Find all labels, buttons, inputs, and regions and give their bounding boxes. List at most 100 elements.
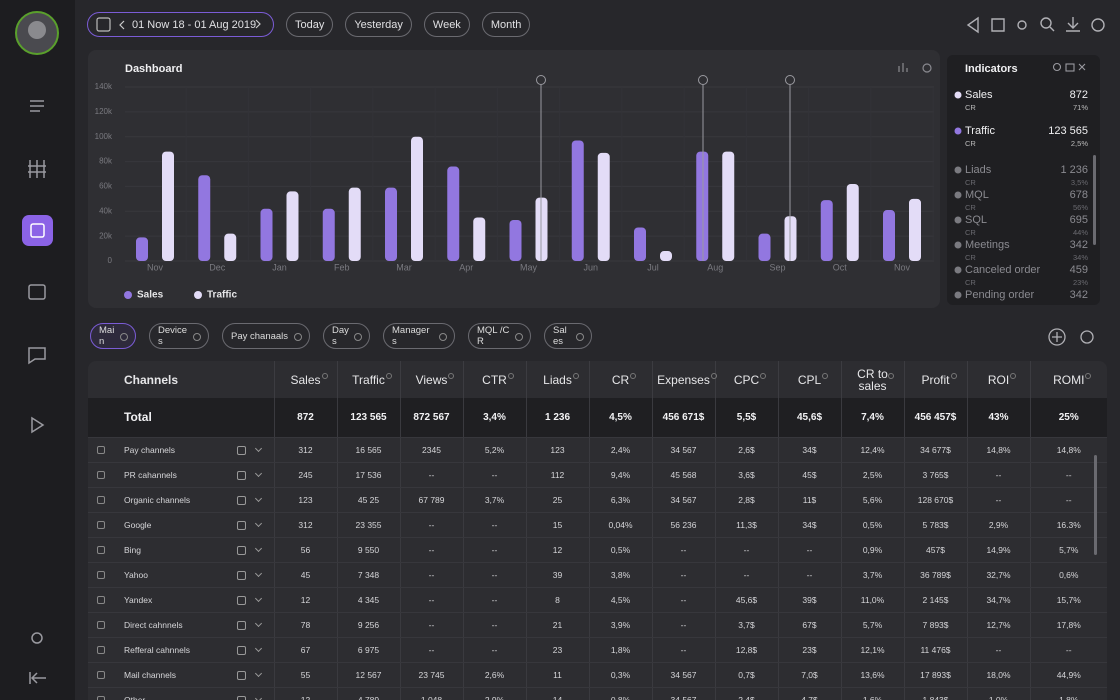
bar[interactable]: [722, 151, 735, 261]
column-header[interactable]: Channels: [124, 372, 179, 387]
search-icon[interactable]: [1040, 17, 1052, 29]
chat-icon[interactable]: [28, 347, 46, 365]
indicator-name[interactable]: Traffic: [965, 125, 995, 137]
column-header[interactable]: ROMI: [1029, 361, 1107, 398]
bar[interactable]: [198, 175, 211, 261]
annotation-icon[interactable]: [698, 75, 708, 85]
row-expand[interactable]: [254, 694, 263, 700]
chart-settings-icon[interactable]: [922, 63, 932, 73]
active-nav[interactable]: [22, 215, 53, 246]
bar[interactable]: [385, 187, 397, 261]
row-expand[interactable]: [254, 644, 263, 652]
bar[interactable]: [162, 151, 174, 261]
puzzle-icon[interactable]: [991, 18, 1005, 32]
column-header[interactable]: Sales: [273, 361, 337, 398]
indicator-name[interactable]: MQL: [965, 189, 989, 201]
tab[interactable]: Sales: [544, 323, 592, 349]
row-checkbox[interactable]: [237, 545, 246, 555]
bar[interactable]: [883, 210, 895, 261]
bar[interactable]: [260, 208, 273, 261]
table-row[interactable]: PR cahannels 245 17 536 -- -- 112 9,4% 45 568 3,…: [88, 462, 1107, 488]
bar[interactable]: [447, 166, 460, 261]
indicator-name[interactable]: Sales: [965, 89, 993, 101]
date-next[interactable]: [254, 19, 264, 31]
table-row[interactable]: Other 12 4 789 1 048 2,9% 14 0,8% 34 567 2,4$ 4,7…: [88, 687, 1107, 700]
bar[interactable]: [820, 200, 833, 261]
annotation-icon[interactable]: [785, 75, 795, 85]
period-button[interactable]: Week: [423, 12, 470, 37]
column-header[interactable]: Expenses: [651, 361, 718, 398]
table-row[interactable]: Refferal cahnnels 67 6 975 -- -- 23 1,8% -- 12,8…: [88, 637, 1107, 663]
tab-settings[interactable]: [1080, 330, 1094, 344]
bar[interactable]: [348, 187, 361, 261]
indicator-name[interactable]: Pending order: [965, 289, 1034, 301]
row-checkbox[interactable]: [237, 520, 246, 530]
column-header[interactable]: CR: [588, 361, 652, 398]
table-scrollbar[interactable]: [1094, 455, 1097, 555]
collapse-icon[interactable]: [29, 672, 46, 684]
chart-type-icon[interactable]: [898, 63, 908, 72]
play-icon[interactable]: [31, 416, 45, 434]
settings-icon[interactable]: [1091, 18, 1105, 32]
share-icon[interactable]: [1017, 20, 1027, 30]
legend-label[interactable]: Traffic: [207, 290, 237, 301]
bar[interactable]: [286, 191, 299, 261]
period-button[interactable]: Yesterday: [345, 12, 412, 37]
calendar-icon[interactable]: [28, 284, 46, 300]
tab[interactable]: Managers: [383, 323, 455, 349]
indicator-name[interactable]: Canceled order: [965, 264, 1041, 276]
tab[interactable]: Days: [323, 323, 370, 349]
close-icon[interactable]: [1078, 63, 1086, 71]
bar[interactable]: [224, 233, 237, 261]
indicator-name[interactable]: Liads: [965, 164, 992, 176]
bar[interactable]: [696, 151, 709, 261]
row-expand[interactable]: [254, 544, 263, 552]
column-header[interactable]: Traffic: [336, 361, 400, 398]
indicator-name[interactable]: Meetings: [965, 239, 1010, 251]
row-expand[interactable]: [254, 519, 263, 527]
column-header[interactable]: Profit: [903, 361, 967, 398]
column-header[interactable]: CPC: [714, 361, 778, 398]
row-checkbox[interactable]: [237, 445, 246, 455]
bar[interactable]: [571, 140, 584, 261]
tab[interactable]: MQL /CR: [468, 323, 531, 349]
tab[interactable]: Main: [90, 323, 136, 349]
column-header[interactable]: Liads: [525, 361, 589, 398]
theme-icon[interactable]: [31, 632, 43, 644]
column-header[interactable]: ROI: [966, 361, 1030, 398]
column-header[interactable]: Views: [399, 361, 463, 398]
download-icon[interactable]: [1066, 17, 1080, 32]
row-checkbox[interactable]: [237, 495, 246, 505]
legend-label[interactable]: Sales: [137, 290, 164, 301]
bar[interactable]: [411, 136, 423, 261]
bar[interactable]: [136, 237, 148, 261]
column-header[interactable]: CR to sales: [840, 361, 904, 398]
bar[interactable]: [509, 219, 522, 261]
row-checkbox[interactable]: [237, 570, 246, 580]
bar[interactable]: [909, 198, 921, 261]
tab[interactable]: Devices: [149, 323, 209, 349]
row-expand[interactable]: [254, 619, 263, 627]
bar[interactable]: [322, 208, 335, 261]
table-row[interactable]: Google 312 23 355 -- -- 15 0,04% 56 236 11,3$ 34$…: [88, 512, 1107, 538]
row-expand[interactable]: [254, 569, 263, 577]
table-row[interactable]: Organic channels 123 45 25 67 789 3,7% 25 6,3%…: [88, 487, 1107, 513]
period-button[interactable]: Month: [481, 12, 531, 37]
indicator-name[interactable]: SQL: [965, 214, 987, 226]
row-checkbox[interactable]: [237, 695, 246, 700]
row-expand[interactable]: [254, 669, 263, 677]
bar[interactable]: [660, 251, 672, 261]
row-expand[interactable]: [254, 494, 263, 502]
annotation-icon[interactable]: [536, 75, 546, 85]
row-expand[interactable]: [254, 469, 263, 477]
table-row[interactable]: Mail channels 55 12 567 23 745 2,6% 11 0,3% 34 …: [88, 662, 1107, 688]
table-row[interactable]: Pay channels 312 16 565 2345 5,2% 123 2,4% 34 5…: [88, 437, 1107, 463]
table-row[interactable]: Bing 56 9 550 -- -- 12 0,5% -- -- -- 0,9% 457$ 14,9%…: [88, 537, 1107, 563]
column-header[interactable]: CTR: [462, 361, 526, 398]
table-row[interactable]: Direct cahnnels 78 9 256 -- -- 21 3,9% -- 3,7$ 67…: [88, 612, 1107, 638]
row-checkbox[interactable]: [237, 670, 246, 680]
row-checkbox[interactable]: [237, 595, 246, 605]
bar[interactable]: [634, 227, 646, 261]
filter-icon[interactable]: [28, 160, 46, 178]
row-checkbox[interactable]: [237, 620, 246, 630]
